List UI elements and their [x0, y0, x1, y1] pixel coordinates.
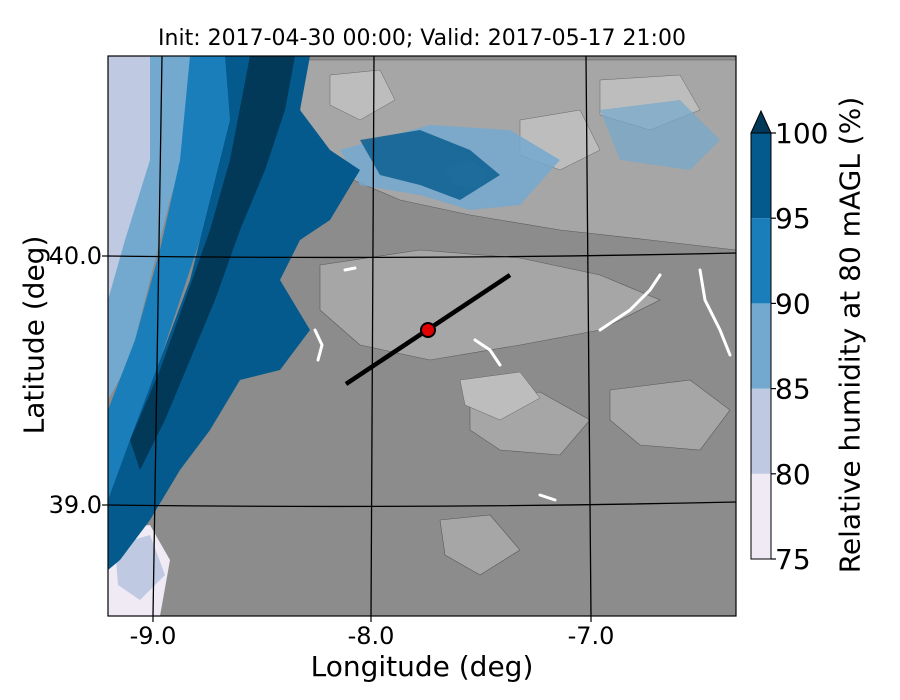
colorbar-tick-label: 80 — [775, 458, 811, 491]
colorbar-tick-label: 100 — [775, 117, 828, 150]
map-field — [108, 56, 736, 616]
colorbar-tick-label: 75 — [775, 543, 811, 576]
rivers — [313, 266, 732, 502]
x-axis-label: Longitude (deg) — [310, 650, 534, 683]
colorbar-segment — [751, 303, 771, 389]
colorbar-tick-label: 90 — [775, 287, 811, 320]
colorbar-outline — [750, 132, 772, 560]
colorbar-segment — [751, 473, 771, 559]
rh-95-100-ridge — [360, 130, 500, 200]
axis-ticks — [102, 255, 592, 622]
colorbar-tick-label: 95 — [775, 202, 811, 235]
rh-85-90 — [108, 56, 230, 400]
lat-tick-label: 40.0 — [49, 242, 102, 270]
colorbar-segment — [751, 218, 771, 304]
rh-over-100 — [130, 56, 295, 470]
lon-tick-label: -8.0 — [348, 622, 395, 650]
lat-tick-label: 39.0 — [49, 491, 102, 519]
humidity-field — [108, 56, 720, 616]
rh-90-95 — [108, 56, 270, 500]
rh-95-100 — [108, 56, 360, 570]
colorbar-extend-arrow — [750, 109, 772, 134]
lon-tick-label: -9.0 — [130, 622, 177, 650]
lon-tick-label: -7.0 — [568, 622, 615, 650]
map-title: Init: 2017-04-30 00:00; Valid: 2017-05-1… — [158, 26, 686, 51]
site-marker — [420, 322, 436, 338]
map-frame — [107, 55, 737, 617]
colorbar: 75 80 85 90 95 100 — [750, 109, 828, 576]
rh-85-90-east — [600, 100, 720, 170]
colorbar-segment — [751, 133, 771, 219]
rh-80-85-south — [115, 535, 165, 600]
colorbar-label: Relative humidity at 80 mAGL (%) — [833, 96, 867, 574]
graticule — [108, 56, 736, 616]
colorbar-tick-label: 85 — [775, 373, 811, 406]
y-axis-label: Latitude (deg) — [17, 235, 51, 435]
colorbar-segment — [751, 388, 771, 474]
